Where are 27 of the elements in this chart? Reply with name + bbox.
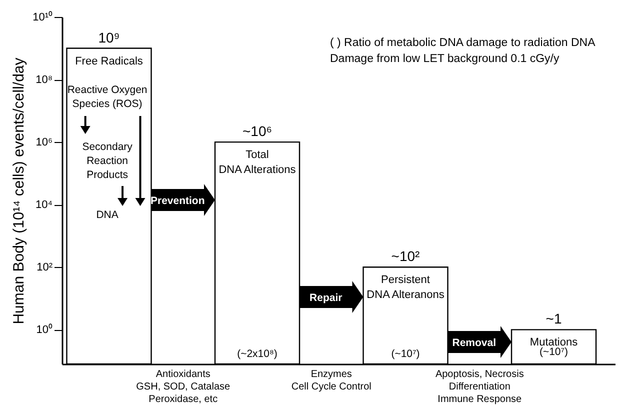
x-tick-label: Free Radicals [75,55,144,68]
annotation: Removal [452,337,496,349]
annotation: DNA [96,209,118,221]
annotation: ~1 [546,310,562,327]
annotation: 10⁹ [98,29,120,46]
y-axis-title: Human Body (10¹⁴ cells) events/cell/day [10,57,28,324]
y-tick-label: 10⁸ [36,74,52,86]
annotation: ( ) Ratio of metabolic DNA damage to radiation DNA Damage from low LET background 0.1 cGy/y [330,37,596,65]
annotation: Repair [310,292,342,304]
x-tick-label: Total DNA Alterations [218,149,296,176]
text: Enzymes Cell Cycle Control [291,369,372,392]
annotation: Reactive Oxygen Species (ROS) [67,84,148,110]
annotation: Prevention [150,195,205,207]
annotation: (~10⁷) [391,348,420,360]
annotation: (~2x10⁸) [237,348,278,360]
text: Apoptosis, Necrosis Differentiation Immune Response [435,369,524,405]
y-tick-label: 10² [36,262,53,274]
x-tick-label: Persistent DNA Alteranons [366,274,445,302]
annotation: ~10⁶ [242,123,272,140]
annotation: Secondary Reaction Products [82,141,134,181]
y-tick-label: 10⁰ [36,323,52,336]
annotation: ~10² [391,248,420,264]
annotation: (~10⁷) [539,346,568,358]
text: Antioxidants GSH, SOD, Catalase Peroxidase, etc [136,369,231,405]
y-tick-label: 10⁴ [36,199,53,212]
y-tick-label: 10¹⁰ [32,10,52,24]
y-tick-label: 10⁶ [36,136,52,149]
